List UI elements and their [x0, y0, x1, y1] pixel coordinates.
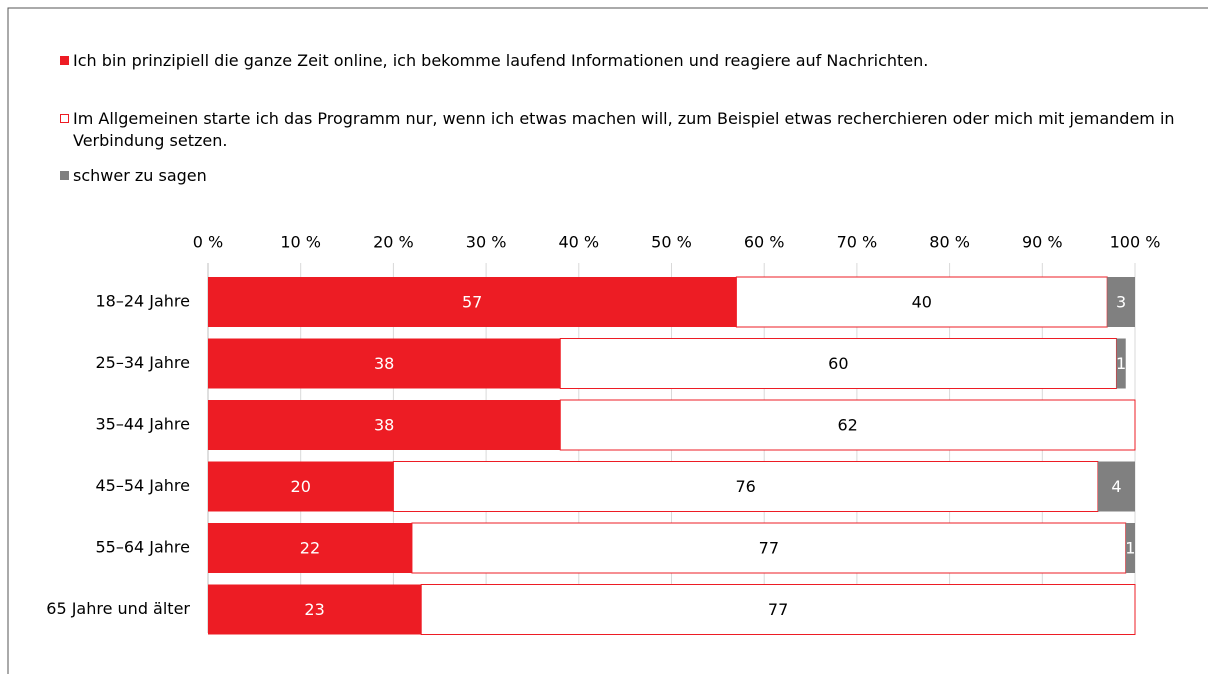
- frame: [7, 7, 1208, 674]
- data-label: 22: [300, 539, 320, 558]
- data-label: 77: [759, 539, 779, 558]
- bar: [420, 584, 1136, 635]
- bar: [559, 338, 1117, 389]
- y-tick-label: 35–44 Jahre: [95, 415, 190, 434]
- x-tick-label: 0 %: [193, 233, 223, 252]
- data-label: 3: [1116, 293, 1126, 312]
- legend-swatch: [60, 56, 69, 65]
- bar: [208, 338, 561, 389]
- bar: [1116, 338, 1126, 389]
- x-tick-label: 70 %: [837, 233, 878, 252]
- y-tick-label: 55–64 Jahre: [95, 538, 190, 557]
- bar: [208, 400, 561, 450]
- legend-entry: Im Allgemeinen starte ich das Programm n…: [60, 108, 1180, 152]
- bar: [208, 461, 394, 512]
- x-tick-label: 50 %: [651, 233, 692, 252]
- data-label: 76: [735, 477, 755, 496]
- data-label: 20: [291, 477, 311, 496]
- bar: [1125, 523, 1135, 573]
- data-label: 23: [304, 600, 324, 619]
- x-tick-label: 40 %: [558, 233, 599, 252]
- x-tick-label: 100 %: [1110, 233, 1161, 252]
- x-tick-label: 90 %: [1022, 233, 1063, 252]
- legend-swatch: [60, 114, 69, 123]
- bar: [208, 277, 737, 327]
- bar: [208, 584, 422, 635]
- data-label: 62: [837, 416, 857, 435]
- x-tick-label: 10 %: [280, 233, 321, 252]
- bar: [735, 276, 1108, 328]
- x-tick-label: 20 %: [373, 233, 414, 252]
- legend-label: Im Allgemeinen starte ich das Programm n…: [73, 109, 1175, 150]
- data-label: 4: [1111, 477, 1121, 496]
- y-tick-label: 25–34 Jahre: [95, 353, 190, 372]
- y-tick-label: 45–54 Jahre: [95, 476, 190, 495]
- y-tick-label: 65 Jahre und älter: [46, 599, 190, 618]
- bar: [1097, 461, 1135, 512]
- bar: [208, 523, 412, 573]
- data-label: 38: [374, 354, 394, 373]
- bar: [559, 399, 1136, 451]
- data-label: 38: [374, 416, 394, 435]
- legend-swatch: [60, 171, 69, 180]
- legend-entry: Ich bin prinzipiell die ganze Zeit onlin…: [60, 50, 1180, 72]
- data-label: 77: [768, 600, 788, 619]
- x-tick-label: 30 %: [466, 233, 507, 252]
- data-label: 1: [1116, 354, 1126, 373]
- data-label: 1: [1125, 539, 1135, 558]
- bar: [411, 522, 1127, 574]
- data-label: 57: [462, 293, 482, 312]
- x-tick-label: 80 %: [929, 233, 970, 252]
- data-label: 40: [912, 293, 932, 312]
- legend-label: schwer zu sagen: [73, 166, 207, 185]
- legend-label: Ich bin prinzipiell die ganze Zeit onlin…: [73, 51, 929, 70]
- data-label: 60: [828, 354, 848, 373]
- legend-entry: schwer zu sagen: [60, 165, 1180, 187]
- x-tick-label: 60 %: [744, 233, 785, 252]
- y-tick-label: 18–24 Jahre: [95, 292, 190, 311]
- bar: [1107, 277, 1135, 327]
